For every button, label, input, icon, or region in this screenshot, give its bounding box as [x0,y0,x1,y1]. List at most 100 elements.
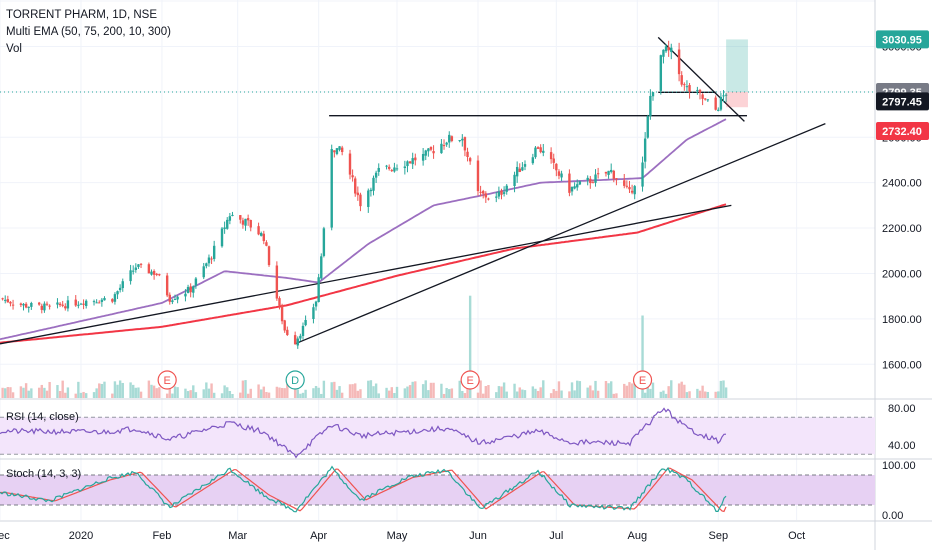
volume-bar [393,393,396,398]
candle-body [594,174,597,183]
candle-body [476,160,480,192]
candle-body [265,242,268,246]
volume-bar [61,380,64,398]
candle-body [515,166,519,177]
volume-bar [589,385,592,398]
stoch-k-line [0,465,727,513]
candle-body [596,173,600,175]
candle-body [27,306,30,308]
volume-bar [45,390,49,398]
volume-bar [37,387,41,398]
candle-body [259,233,263,236]
event-marker-e[interactable]: E [632,370,653,390]
candle-body [37,302,41,305]
candle-body [1,298,4,300]
volume-bar [698,390,702,398]
volume-bar [246,393,250,398]
volume-bar [4,388,7,398]
rsi-legend[interactable]: RSI (14, close) [6,411,79,423]
ema-legend[interactable]: Multi EMA (50, 75, 200, 10, 300) [6,26,171,38]
stoch-legend[interactable]: Stoch (14, 3, 3) [6,468,82,480]
candle-body [11,304,15,306]
trendline [657,36,745,122]
candle-body [210,258,213,260]
volume-bar [24,383,28,398]
volume-bar [147,380,151,398]
event-circle [157,370,177,390]
candle-body [150,271,153,275]
candle-body [45,303,49,305]
volume-bar [714,391,717,398]
volume-bar [578,381,582,398]
candle-body [113,294,117,302]
volume-bar [231,393,234,398]
candle-body [667,47,670,51]
candle-body [262,233,266,242]
price-tick-label: 2400.00 [882,178,922,190]
candle-body [714,97,717,110]
candle-body [301,325,305,336]
candle-body [320,256,323,279]
candle-body [354,178,357,194]
trendlines[interactable] [0,36,875,345]
event-marker-d[interactable]: D [285,370,305,390]
volume-bar [74,393,77,398]
candle-body [701,94,704,99]
volume-bar [630,383,634,398]
volume-bars [1,295,728,398]
candle-body [165,275,169,296]
candle-body [450,136,454,141]
volume-bar [210,383,213,398]
volume-bar [395,386,399,398]
event-marker-e[interactable]: E [157,370,177,390]
volume-bar [586,387,589,398]
price-tag-label: 2732.40 [882,126,922,138]
candle-body [406,161,409,167]
volume-bar [1,387,4,398]
volume-bar [659,391,663,398]
volume-bar [377,393,380,398]
position-tool[interactable] [726,39,748,108]
volume-bar [278,387,281,398]
volume-bar [320,393,323,398]
volume-bar [223,385,226,398]
price-tag-bg [876,122,929,140]
candle-body [100,299,104,302]
volume-bar [103,381,106,398]
candle-body [612,170,616,179]
time-tick-label: Oct [788,530,805,542]
symbol-legend[interactable]: TORRENT PHARM, 1D, NSE [6,9,158,21]
price-tag-label: 2797.45 [882,96,922,108]
event-circle [285,370,305,390]
candle-body [615,178,618,180]
price-tag-bg [876,92,929,111]
candle-body [22,303,25,306]
ema-50-line [0,118,727,341]
volume-bar [450,388,454,398]
rsi-pane [0,407,727,459]
event-marker-e[interactable]: E [460,370,480,390]
volume-bar [95,388,98,398]
volume-bar [591,390,595,398]
volume-bar [293,388,297,398]
volume-bar [134,387,138,398]
candlesticks [1,40,728,349]
candle-body [228,216,232,221]
volume-bar [129,382,132,398]
candle-body [393,167,396,172]
candle-body [706,99,710,101]
candle-body [458,140,461,142]
candle-body [497,191,501,197]
volume-bar [696,388,699,398]
volume-legend[interactable]: Vol [6,43,22,55]
candle-body [609,169,613,172]
volume-bar [461,390,464,398]
volume-bar [607,383,610,398]
candle-body [576,184,579,188]
candle-body [374,172,378,178]
volume-bar [348,384,352,398]
volume-bar [521,389,524,398]
volume-bar [239,392,242,398]
